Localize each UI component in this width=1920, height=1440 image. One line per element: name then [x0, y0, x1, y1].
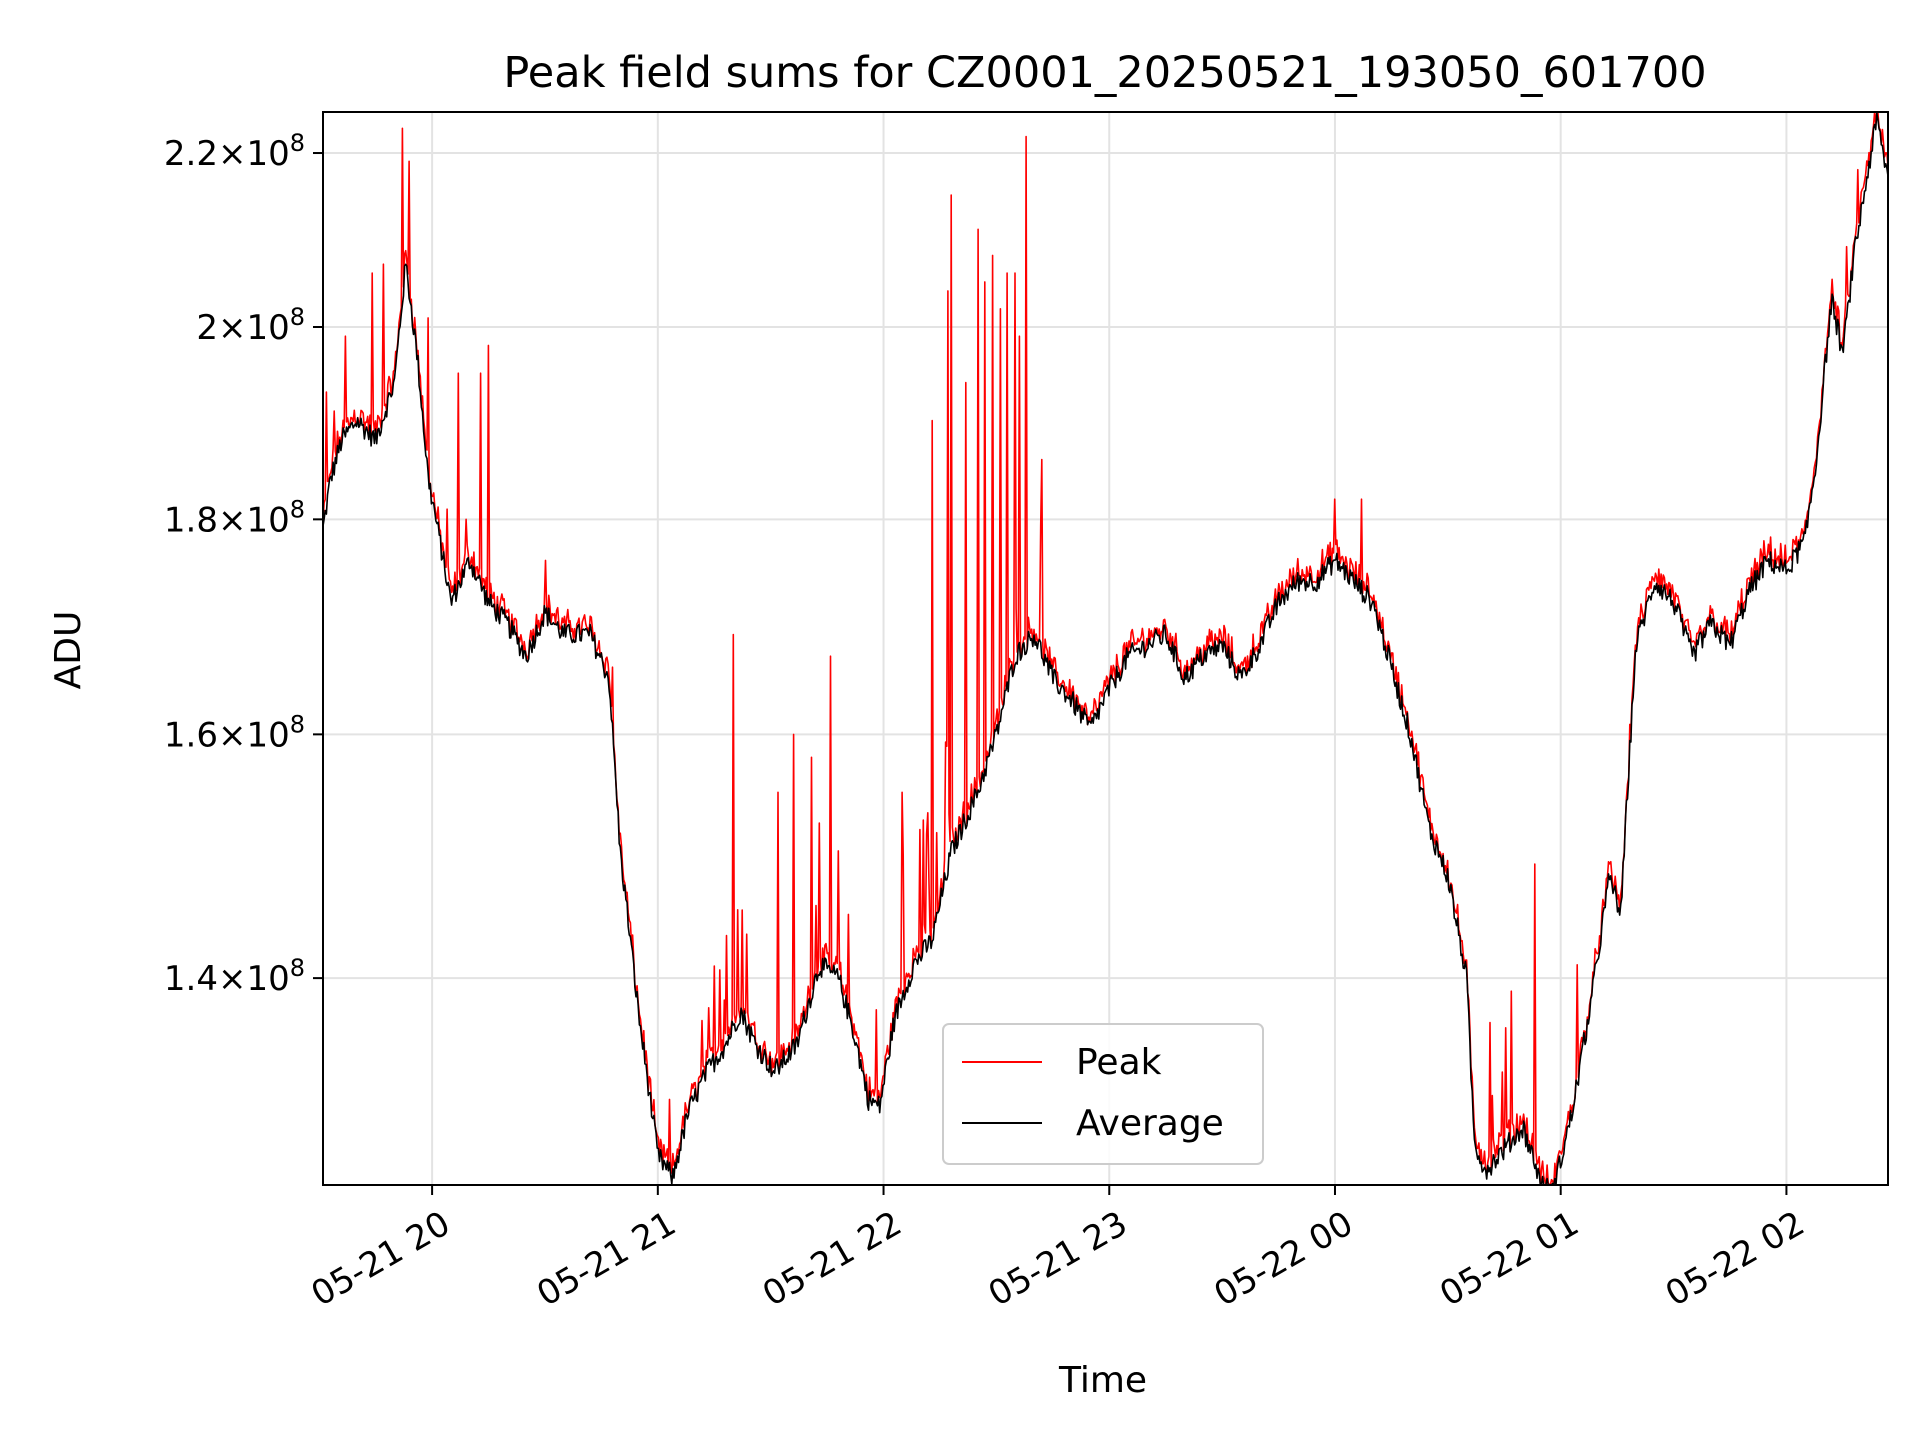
plot-area: [322, 111, 1889, 1186]
y-tick-times: ×10: [218, 959, 290, 999]
grid-lines: [323, 112, 1888, 1185]
y-tick-mantissa: 1.8: [164, 500, 218, 540]
y-tick-label: 2×108: [196, 303, 305, 348]
x-tick-label: 05-21 21: [530, 1204, 682, 1315]
y-tick-label: 1.6×108: [164, 710, 305, 755]
plot-frame: [322, 111, 1889, 1186]
series-line-peak: [322, 111, 1889, 1186]
x-tick-label: 05-22 00: [1207, 1204, 1359, 1315]
y-tick-label: 1.4×108: [164, 954, 305, 999]
y-tick-exponent: 8: [290, 303, 305, 331]
y-tick-exponent: 8: [290, 129, 305, 157]
y-tick-times: ×10: [218, 308, 290, 348]
y-tick-times: ×10: [218, 134, 290, 174]
y-tick-exponent: 8: [290, 954, 305, 982]
x-tick-label: 05-21 20: [305, 1204, 457, 1315]
x-axis-ticks: 05-21 20 05-21 21 05-21 22 05-21 23 05-22 00…: [305, 1185, 1811, 1315]
x-tick-label: 05-21 23: [982, 1204, 1134, 1315]
y-tick-mantissa: 1.6: [164, 715, 218, 755]
y-tick-mantissa: 1.4: [164, 959, 218, 999]
y-tick-label: 1.8×108: [164, 495, 305, 540]
legend-label-peak: Peak: [1076, 1042, 1162, 1083]
y-tick-times: ×10: [218, 715, 290, 755]
series-lines: [322, 111, 1889, 1186]
legend-label-average: Average: [1076, 1103, 1224, 1144]
y-axis-title: ADU: [48, 611, 89, 690]
y-tick-exponent: 8: [290, 495, 305, 523]
y-tick-mantissa: 2.2: [164, 134, 218, 174]
chart-title: Peak field sums for CZ0001_20250521_1930…: [503, 48, 1706, 98]
legend: Peak Average: [942, 1023, 1264, 1165]
y-tick-mantissa: 2: [196, 308, 218, 348]
x-axis-title: Time: [1058, 1360, 1147, 1401]
y-tick-label: 2.2×108: [164, 129, 305, 174]
plot-background: [323, 112, 1888, 1185]
y-tick-exponent: 8: [290, 710, 305, 738]
y-tick-times: ×10: [218, 500, 290, 540]
series-line-average: [322, 112, 1889, 1186]
x-tick-label: 05-21 22: [756, 1204, 908, 1315]
x-tick-label: 05-22 01: [1433, 1204, 1585, 1315]
legend-box: [942, 1023, 1264, 1165]
x-tick-label: 05-22 02: [1659, 1204, 1811, 1315]
